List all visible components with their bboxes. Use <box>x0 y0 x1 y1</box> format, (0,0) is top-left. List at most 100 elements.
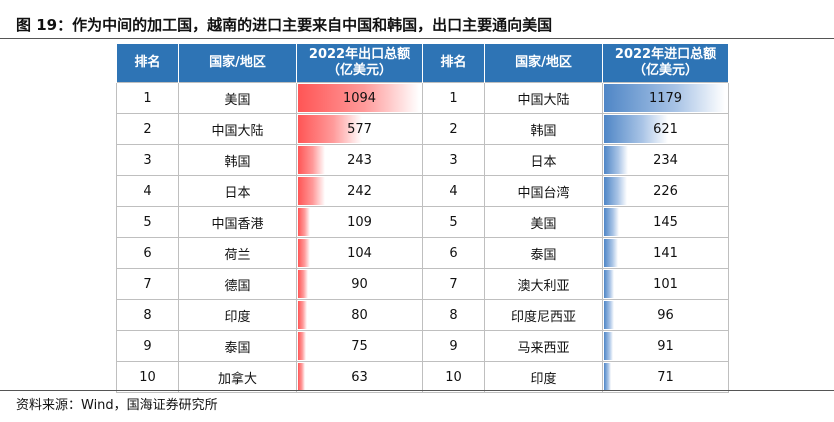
import-rank-cell: 6 <box>422 237 485 269</box>
export-value-bar <box>298 115 362 143</box>
export-value-cell: 90 <box>296 268 423 300</box>
table-row: 6 荷兰 104 6 泰国 141 <box>116 237 729 269</box>
export-rank-cell: 5 <box>116 206 179 238</box>
export-value-cell: 63 <box>296 361 423 393</box>
export-value-cell: 104 <box>296 237 423 269</box>
import-value-header: 2022年进口总额 （亿美元） <box>602 44 729 83</box>
export-country-cell: 美国 <box>178 82 297 114</box>
table-header-row: 排名 国家/地区 2022年出口总额 （亿美元） 排名 国家/地区 2022年进… <box>116 44 729 83</box>
export-rank-cell: 1 <box>116 82 179 114</box>
import-value-cell: 101 <box>602 268 729 300</box>
import-value-bar <box>604 270 614 298</box>
import-value-cell: 145 <box>602 206 729 238</box>
import-rank-cell: 9 <box>422 330 485 362</box>
import-country-cell: 日本 <box>484 144 603 176</box>
import-rank-cell: 1 <box>422 82 485 114</box>
import-value-bar <box>604 239 618 267</box>
export-value-label: 104 <box>347 245 372 261</box>
table-row: 8 印度 80 8 印度尼西亚 96 <box>116 299 729 331</box>
import-country-cell: 澳大利亚 <box>484 268 603 300</box>
export-country-cell: 中国香港 <box>178 206 297 238</box>
export-country-cell: 泰国 <box>178 330 297 362</box>
import-value-bar <box>604 332 613 360</box>
import-rank-cell: 4 <box>422 175 485 207</box>
bottom-rule <box>0 390 834 391</box>
import-value-cell: 71 <box>602 361 729 393</box>
table-row: 9 泰国 75 9 马来西亚 91 <box>116 330 729 362</box>
export-value-cell: 1094 <box>296 82 423 114</box>
export-country-cell: 中国大陆 <box>178 113 297 145</box>
import-country-cell: 印度尼西亚 <box>484 299 603 331</box>
import-rank-cell: 10 <box>422 361 485 393</box>
import-value-label: 145 <box>653 214 678 230</box>
import-value-cell: 91 <box>602 330 729 362</box>
export-value-cell: 75 <box>296 330 423 362</box>
import-rank-cell: 5 <box>422 206 485 238</box>
source-note: 资料来源：Wind，国海证券研究所 <box>16 398 218 413</box>
import-value-cell: 226 <box>602 175 729 207</box>
table-row: 3 韩国 243 3 日本 234 <box>116 144 729 176</box>
import-rank-header: 排名 <box>422 44 485 83</box>
export-country-header: 国家/地区 <box>178 44 297 83</box>
import-value-label: 234 <box>653 152 678 168</box>
figure-title: 图 19：作为中间的加工国，越南的进口主要来自中国和韩国，出口主要通向美国 <box>16 16 553 34</box>
import-value-bar <box>604 146 628 174</box>
import-rank-cell: 2 <box>422 113 485 145</box>
import-country-cell: 马来西亚 <box>484 330 603 362</box>
table-row: 7 德国 90 7 澳大利亚 101 <box>116 268 729 300</box>
export-value-bar <box>298 363 305 391</box>
import-country-cell: 美国 <box>484 206 603 238</box>
export-country-cell: 韩国 <box>178 144 297 176</box>
export-rank-cell: 4 <box>116 175 179 207</box>
export-country-cell: 日本 <box>178 175 297 207</box>
import-value-bar <box>604 84 725 112</box>
export-value-header-title: 2022年出口总额 <box>308 47 411 62</box>
top-rule <box>0 38 834 39</box>
export-value-cell: 577 <box>296 113 423 145</box>
export-country-cell: 印度 <box>178 299 297 331</box>
import-value-header-title: 2022年进口总额 <box>614 47 717 62</box>
import-value-bar <box>604 301 614 329</box>
import-value-header-unit: （亿美元） <box>632 63 698 78</box>
trade-partner-table: 排名 国家/地区 2022年出口总额 （亿美元） 排名 国家/地区 2022年进… <box>116 44 729 393</box>
export-value-bar <box>298 146 325 174</box>
table-row: 4 日本 242 4 中国台湾 226 <box>116 175 729 207</box>
export-value-bar <box>298 239 310 267</box>
export-country-cell: 加拿大 <box>178 361 297 393</box>
export-value-bar <box>298 177 325 205</box>
import-value-label: 101 <box>653 276 678 292</box>
import-value-label: 621 <box>653 121 678 137</box>
export-value-label: 577 <box>347 121 372 137</box>
import-value-cell: 96 <box>602 299 729 331</box>
import-value-cell: 141 <box>602 237 729 269</box>
export-value-header: 2022年出口总额 （亿美元） <box>296 44 423 83</box>
export-country-cell: 荷兰 <box>178 237 297 269</box>
export-rank-cell: 2 <box>116 113 179 145</box>
export-value-label: 80 <box>351 307 368 323</box>
export-rank-cell: 9 <box>116 330 179 362</box>
export-value-label: 75 <box>351 338 368 354</box>
import-value-cell: 234 <box>602 144 729 176</box>
import-country-header: 国家/地区 <box>484 44 603 83</box>
table-row: 2 中国大陆 577 2 韩国 621 <box>116 113 729 145</box>
import-value-label: 226 <box>653 183 678 199</box>
export-value-bar <box>298 208 310 236</box>
export-value-label: 1094 <box>342 90 377 106</box>
import-value-label: 71 <box>657 369 674 385</box>
export-value-bar <box>298 84 419 112</box>
export-value-bar <box>298 332 306 360</box>
export-value-label: 242 <box>347 183 372 199</box>
export-rank-cell: 3 <box>116 144 179 176</box>
table-row: 5 中国香港 109 5 美国 145 <box>116 206 729 238</box>
export-value-label: 63 <box>351 369 368 385</box>
import-value-bar <box>604 115 668 143</box>
export-value-label: 243 <box>347 152 372 168</box>
import-value-cell: 1179 <box>602 82 729 114</box>
import-rank-cell: 3 <box>422 144 485 176</box>
import-country-cell: 中国台湾 <box>484 175 603 207</box>
import-value-bar <box>604 363 611 391</box>
export-rank-cell: 10 <box>116 361 179 393</box>
import-value-label: 141 <box>653 245 678 261</box>
import-country-cell: 中国大陆 <box>484 82 603 114</box>
export-rank-header: 排名 <box>116 44 179 83</box>
